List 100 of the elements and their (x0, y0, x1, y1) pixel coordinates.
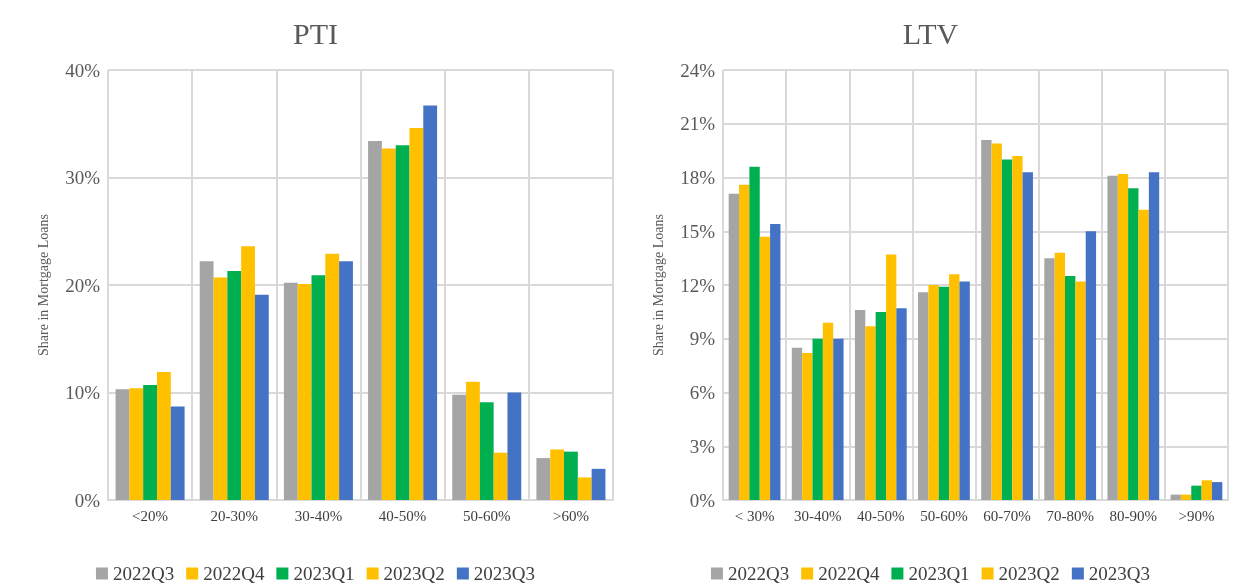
bar (1085, 231, 1097, 500)
x-tick-label: 50-60% (463, 507, 511, 524)
x-tick-label: 40-50% (378, 507, 427, 524)
bar (479, 402, 494, 500)
bar (991, 143, 1002, 500)
y-tick-label: 0% (689, 489, 716, 511)
bar (1211, 482, 1223, 500)
bar (875, 311, 886, 500)
bar (283, 282, 298, 500)
legend-label: 2023Q2 (998, 563, 1060, 584)
x-tick-label: < 30% (734, 507, 775, 524)
bar (452, 394, 467, 500)
bar (822, 322, 834, 500)
bar (1054, 252, 1066, 500)
bar (812, 338, 823, 500)
y-tick-label: 24% (680, 59, 716, 81)
bar (591, 468, 606, 500)
x-tick-label: 50-60% (920, 507, 968, 524)
bar (199, 261, 214, 500)
bar (865, 326, 876, 500)
bar (1201, 480, 1212, 500)
bar (1148, 172, 1160, 500)
bar (1075, 281, 1086, 500)
x-tick-label: 40-50% (857, 507, 905, 524)
bar (833, 338, 844, 500)
y-tick-label: 9% (689, 328, 716, 350)
x-tick-label: >90% (1178, 507, 1215, 524)
legend-label: 2022Q4 (818, 563, 880, 584)
bar (493, 452, 508, 500)
bar (728, 193, 740, 500)
x-tick-label: 80-90% (1109, 507, 1158, 524)
bar (1022, 172, 1033, 500)
bar (791, 347, 803, 500)
bar (1044, 258, 1055, 500)
bar (325, 253, 340, 500)
x-tick-label: >60% (552, 507, 589, 524)
bar (749, 166, 760, 500)
y-tick-label: 12% (680, 274, 716, 296)
bar (339, 261, 353, 500)
bar (381, 148, 396, 500)
chart-title: LTV (902, 16, 959, 50)
bar (536, 458, 551, 500)
bar (227, 271, 242, 500)
x-tick-label: <20% (132, 507, 169, 524)
bar (981, 139, 992, 500)
legend-label: 2023Q2 (383, 563, 445, 584)
bar (550, 449, 565, 500)
x-tick-label: 70-80% (1046, 507, 1094, 524)
bar (959, 281, 970, 500)
x-tick-label: 20-30% (210, 507, 258, 524)
bar (129, 388, 144, 500)
bar (1065, 276, 1076, 500)
chart-title: PTI (293, 16, 338, 50)
y-tick-label: 15% (680, 220, 716, 242)
y-tick-label: 20% (65, 274, 101, 296)
legend-label: 2022Q4 (203, 563, 265, 584)
bar (170, 406, 185, 500)
bar (759, 236, 771, 500)
bar (938, 286, 950, 500)
bar (311, 275, 326, 500)
bar (507, 392, 522, 500)
bar (213, 277, 228, 500)
x-tick-label: 30-40% (793, 507, 842, 524)
y-tick-label: 30% (65, 167, 101, 188)
bar (802, 353, 813, 500)
y-axis-title: Share in Mortgage Loans (650, 214, 666, 356)
bar (423, 105, 438, 500)
bar (409, 128, 424, 500)
bar (896, 308, 907, 500)
y-tick-label: 10% (65, 382, 101, 403)
bar (368, 140, 382, 500)
y-tick-label: 21% (680, 113, 716, 135)
legend-label: 2022Q3 (112, 563, 175, 584)
bar (466, 381, 480, 500)
bar (1138, 209, 1149, 500)
bar (395, 145, 410, 500)
bar (156, 372, 171, 500)
legend-label: 2023Q3 (473, 563, 536, 584)
x-tick-label: 60-70% (983, 507, 1031, 524)
legend-label: 2023Q1 (293, 563, 355, 584)
bar (577, 477, 592, 500)
bar (1107, 175, 1118, 500)
bar (739, 184, 750, 500)
y-tick-label: 3% (689, 435, 716, 457)
bar (241, 246, 255, 500)
legend-label: 2022Q3 (727, 563, 790, 584)
y-tick-label: 6% (689, 382, 716, 403)
y-axis-title: Share in Mortgage Loans (35, 214, 51, 356)
bar (1191, 485, 1202, 500)
x-tick-label: 30-40% (294, 507, 343, 524)
bar (885, 254, 897, 500)
bar (297, 283, 312, 500)
bar (254, 294, 269, 500)
bar (1001, 159, 1013, 500)
bar (770, 224, 781, 500)
bar (949, 274, 960, 500)
bar (918, 292, 929, 500)
bar (143, 384, 157, 500)
y-tick-label: 18% (680, 167, 716, 188)
y-tick-label: 0% (74, 489, 101, 511)
